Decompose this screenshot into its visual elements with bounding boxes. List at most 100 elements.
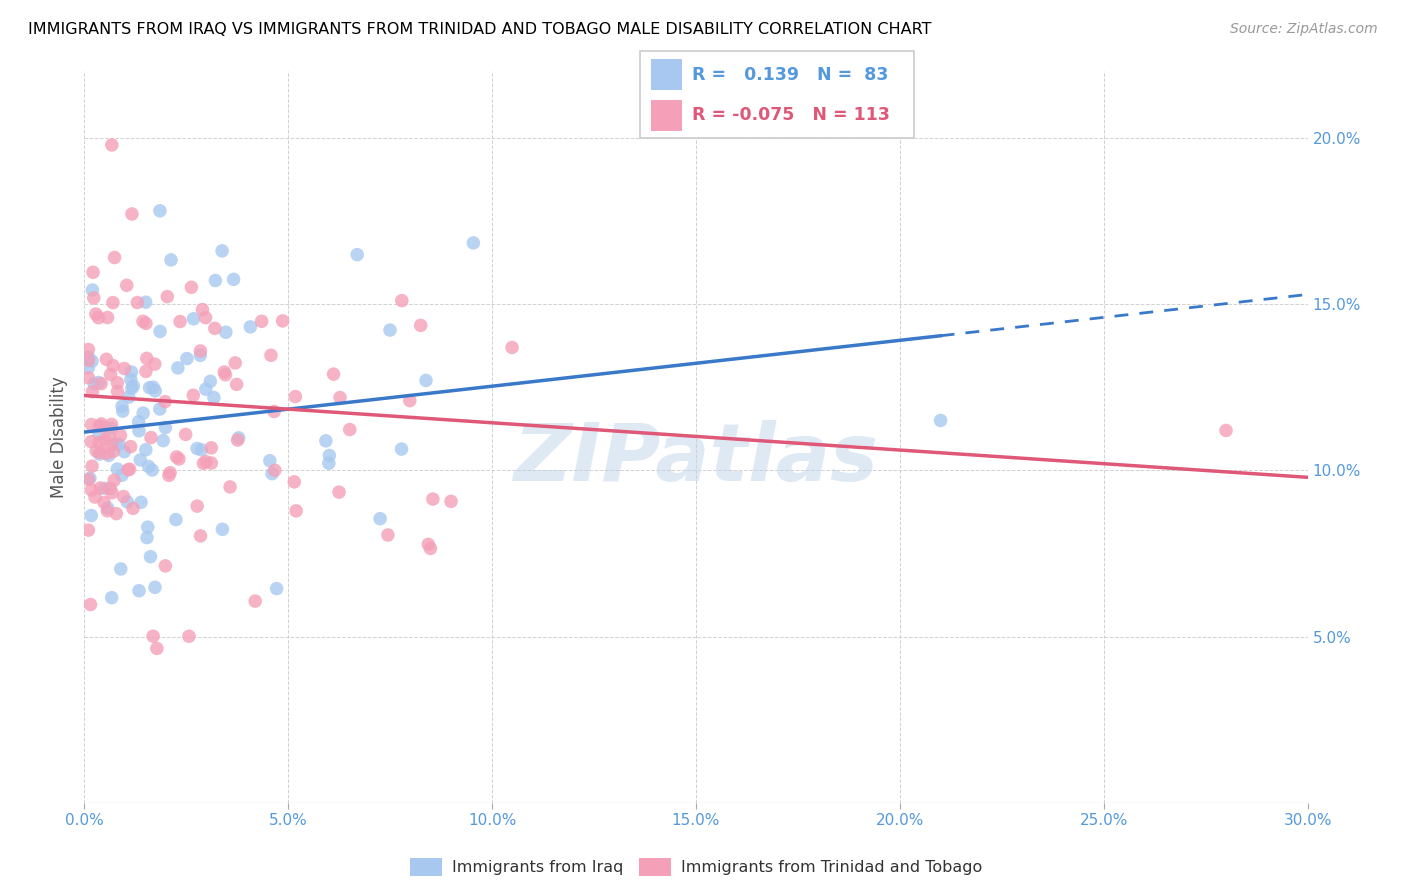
Point (219, 480, 242, 494)
Point (120, 372, 142, 386)
Point (77, 350, 100, 364)
Point (139, 431, 162, 445)
Point (135, 351, 157, 366)
Point (1215, 424, 1237, 438)
Point (415, 373, 437, 387)
Point (142, 629, 165, 643)
Point (250, 314, 273, 328)
Point (101, 485, 124, 500)
Point (105, 437, 128, 451)
Point (239, 319, 262, 334)
Point (77, 523, 100, 537)
Point (89, 481, 111, 495)
Point (174, 427, 197, 442)
Point (111, 404, 134, 418)
Point (98, 428, 121, 442)
Point (103, 251, 125, 265)
Point (135, 442, 157, 457)
Point (422, 492, 444, 507)
Point (101, 437, 124, 451)
Point (166, 450, 188, 464)
Point (121, 365, 143, 379)
Point (112, 444, 135, 458)
Point (128, 415, 150, 429)
Point (409, 318, 432, 333)
Point (96, 352, 118, 367)
Point (418, 537, 440, 551)
Point (153, 394, 176, 409)
Text: R =   0.139   N =  83: R = 0.139 N = 83 (692, 66, 889, 85)
Point (77, 370, 100, 384)
Point (84, 443, 107, 458)
Point (188, 348, 211, 362)
Point (80, 434, 103, 449)
Point (202, 391, 225, 405)
Point (80, 483, 103, 497)
Point (329, 391, 352, 405)
Point (315, 434, 337, 448)
Point (146, 641, 169, 656)
Point (204, 273, 226, 287)
Point (77, 473, 100, 487)
Point (108, 437, 131, 451)
Point (378, 323, 401, 337)
Point (193, 456, 215, 470)
Point (215, 325, 238, 339)
Point (128, 424, 150, 438)
Point (318, 449, 340, 463)
Point (84, 307, 107, 321)
Point (263, 463, 285, 477)
Point (200, 374, 222, 388)
Point (377, 528, 399, 542)
Point (84, 490, 107, 504)
Point (157, 468, 180, 483)
Point (112, 361, 135, 376)
Point (77, 343, 100, 357)
Point (87, 376, 110, 390)
Point (346, 248, 368, 262)
Point (339, 423, 361, 437)
Point (101, 295, 124, 310)
Point (121, 207, 143, 221)
Point (262, 467, 284, 481)
Point (259, 454, 281, 468)
Point (80, 354, 103, 368)
Point (107, 384, 129, 399)
Text: IMMIGRANTS FROM IRAQ VS IMMIGRANTS FROM TRINIDAD AND TOBAGO MALE DISABILITY CORR: IMMIGRANTS FROM IRAQ VS IMMIGRANTS FROM … (28, 22, 932, 37)
Point (225, 377, 247, 392)
Point (318, 456, 340, 470)
Point (228, 431, 250, 445)
Point (110, 562, 132, 576)
Point (135, 295, 157, 310)
Point (214, 365, 236, 379)
Point (169, 314, 191, 328)
Point (135, 364, 157, 378)
Point (100, 421, 122, 435)
Point (122, 378, 145, 392)
Point (94, 446, 117, 460)
Point (142, 380, 165, 394)
Point (118, 462, 141, 476)
Point (181, 388, 204, 402)
Point (159, 466, 181, 480)
Point (391, 293, 413, 308)
Point (122, 501, 145, 516)
Point (501, 341, 523, 355)
Legend: Immigrants from Iraq, Immigrants from Trinidad and Tobago: Immigrants from Iraq, Immigrants from Tr… (404, 851, 988, 882)
Point (136, 520, 159, 534)
Point (89, 419, 111, 434)
Point (98, 481, 121, 495)
Point (190, 442, 212, 457)
Point (97, 448, 120, 462)
Point (132, 314, 155, 328)
Point (149, 325, 172, 339)
Point (165, 512, 187, 526)
Point (101, 137, 124, 152)
Point (80, 508, 103, 523)
Point (200, 456, 222, 470)
Point (183, 311, 205, 326)
Point (112, 490, 135, 504)
Point (128, 583, 150, 598)
Point (398, 393, 420, 408)
Point (136, 531, 159, 545)
